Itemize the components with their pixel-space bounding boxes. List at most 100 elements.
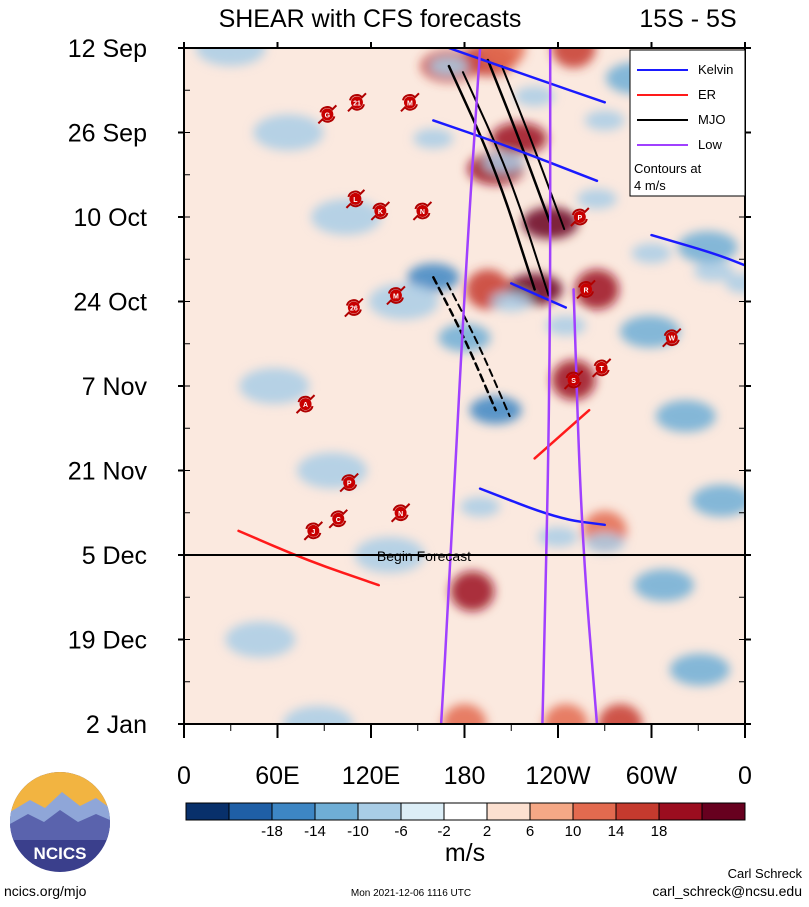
x-tick-label: 0 xyxy=(177,762,191,790)
y-tick-label: 7 Nov xyxy=(82,373,148,401)
shear-patch xyxy=(693,261,734,282)
forecast-start-label: Begin Forecast xyxy=(377,548,471,564)
tc-marker-label: T xyxy=(599,366,604,373)
contour-er xyxy=(237,529,381,587)
contour-mjo xyxy=(432,276,497,412)
shear-patch xyxy=(460,496,501,517)
legend-box xyxy=(629,49,746,197)
colorbar-cell xyxy=(615,802,660,821)
colorbar-cell xyxy=(357,802,402,821)
colorbar-cell xyxy=(185,802,230,821)
legend-note-line1: Contours at xyxy=(634,161,702,176)
colorbar-tick-label: -18 xyxy=(261,823,283,840)
shear-patch xyxy=(450,571,495,612)
y-tick-label: 21 Nov xyxy=(68,458,148,486)
tc-marker: 21 xyxy=(347,92,367,113)
shear-patch xyxy=(631,243,672,264)
tc-marker-arm xyxy=(412,201,433,221)
shear-patch xyxy=(543,704,588,724)
tc-marker-dot xyxy=(307,524,320,537)
contour-kelvin xyxy=(510,282,568,309)
contour-er xyxy=(533,408,591,460)
tc-marker-arm xyxy=(400,92,420,113)
contour-low xyxy=(439,48,482,724)
tc-marker: G xyxy=(317,104,338,125)
tc-marker: N xyxy=(412,201,433,221)
y-tick-label: 19 Dec xyxy=(68,627,147,655)
legend: Kelvin ER MJO Low Contours at 4 m/s xyxy=(629,49,746,197)
tc-marker-arm xyxy=(303,521,324,541)
y-tick-label: 10 Oct xyxy=(73,204,147,232)
tc-marker-arm xyxy=(370,201,391,221)
tc-marker-label: 26 xyxy=(350,306,358,313)
colorbar-unit: m/s xyxy=(445,839,485,867)
tc-marker-arm xyxy=(390,503,411,523)
colorbar-cell xyxy=(271,802,316,821)
contour-mjo xyxy=(447,64,536,291)
colorbar-cell xyxy=(529,802,574,821)
tc-marker-arm xyxy=(295,394,316,414)
contour-kelvin xyxy=(432,119,599,183)
chart-title: SHEAR with CFS forecasts xyxy=(219,5,522,33)
tc-marker-dot xyxy=(573,211,586,223)
tc-marker: J xyxy=(303,521,324,541)
shear-patch xyxy=(368,283,439,320)
y-tick-label: 24 Oct xyxy=(73,289,147,317)
shear-patch xyxy=(545,315,586,336)
tc-marker-arm xyxy=(344,297,364,318)
author-email[interactable]: carl_schreck@ncsu.edu xyxy=(652,883,802,899)
tc-markers: G 21 M L K N 26 M R W T S A P N J C P xyxy=(295,92,682,541)
wave-contours xyxy=(237,48,745,724)
site-link[interactable]: ncics.org/mjo xyxy=(4,883,87,899)
colorbar-tick-label: -10 xyxy=(347,823,369,840)
tc-marker-arm xyxy=(591,358,612,378)
shear-patch xyxy=(725,273,745,294)
tc-marker-arm xyxy=(328,509,348,529)
tc-marker-dot xyxy=(350,96,363,109)
contour-kelvin xyxy=(478,487,606,527)
tc-marker: C xyxy=(328,509,348,529)
tc-marker: L xyxy=(345,189,366,209)
tc-marker-label: G xyxy=(325,112,331,119)
colorbar-tick-label: 6 xyxy=(526,823,534,840)
logo-text: NCICS xyxy=(34,844,87,863)
shear-patch xyxy=(442,704,487,724)
tc-marker-label: M xyxy=(393,293,399,300)
tc-marker-label: N xyxy=(420,209,425,216)
tc-marker-arm xyxy=(563,370,584,390)
tc-marker-dot xyxy=(416,204,429,217)
x-tick-label: 0 xyxy=(738,762,752,790)
tc-marker-arm xyxy=(339,472,359,493)
colorbar: -18 -14 -10 -6 -2 2 6 10 14 18 xyxy=(185,802,746,840)
shear-patch xyxy=(584,110,625,131)
shear-patch xyxy=(584,532,625,553)
tc-marker: K xyxy=(370,201,391,221)
shear-patch xyxy=(538,526,578,547)
y-tick-label: 2 Jan xyxy=(86,711,147,739)
tc-marker-arm xyxy=(576,279,596,300)
colorbar-cell xyxy=(701,802,746,821)
colorbar-cell xyxy=(486,802,531,821)
shear-patch xyxy=(491,291,532,312)
colorbar-cell xyxy=(658,802,703,821)
contour-kelvin xyxy=(650,233,745,267)
y-tick-label: 26 Sep xyxy=(68,120,147,148)
tc-marker-label: L xyxy=(353,197,358,204)
shear-patch xyxy=(283,706,354,724)
tc-marker-dot xyxy=(567,373,580,386)
shear-patch xyxy=(655,400,716,433)
tc-marker-arm xyxy=(317,104,338,125)
x-tick-label: 60W xyxy=(626,762,678,790)
tc-marker-arm xyxy=(662,328,682,348)
legend-label-mjo: MJO xyxy=(698,112,725,127)
tc-marker-label: M xyxy=(407,100,413,107)
tc-marker-dot xyxy=(595,361,608,374)
tc-marker-dot xyxy=(321,108,334,121)
ncics-logo: NCICS xyxy=(10,772,110,872)
legend-label-kelvin: Kelvin xyxy=(698,62,733,77)
x-tick-label: 120E xyxy=(342,762,400,790)
contour-low xyxy=(572,288,599,724)
contour-mjo-outer xyxy=(500,65,566,231)
author-name: Carl Schreck xyxy=(728,866,803,881)
shear-patch xyxy=(677,231,738,264)
